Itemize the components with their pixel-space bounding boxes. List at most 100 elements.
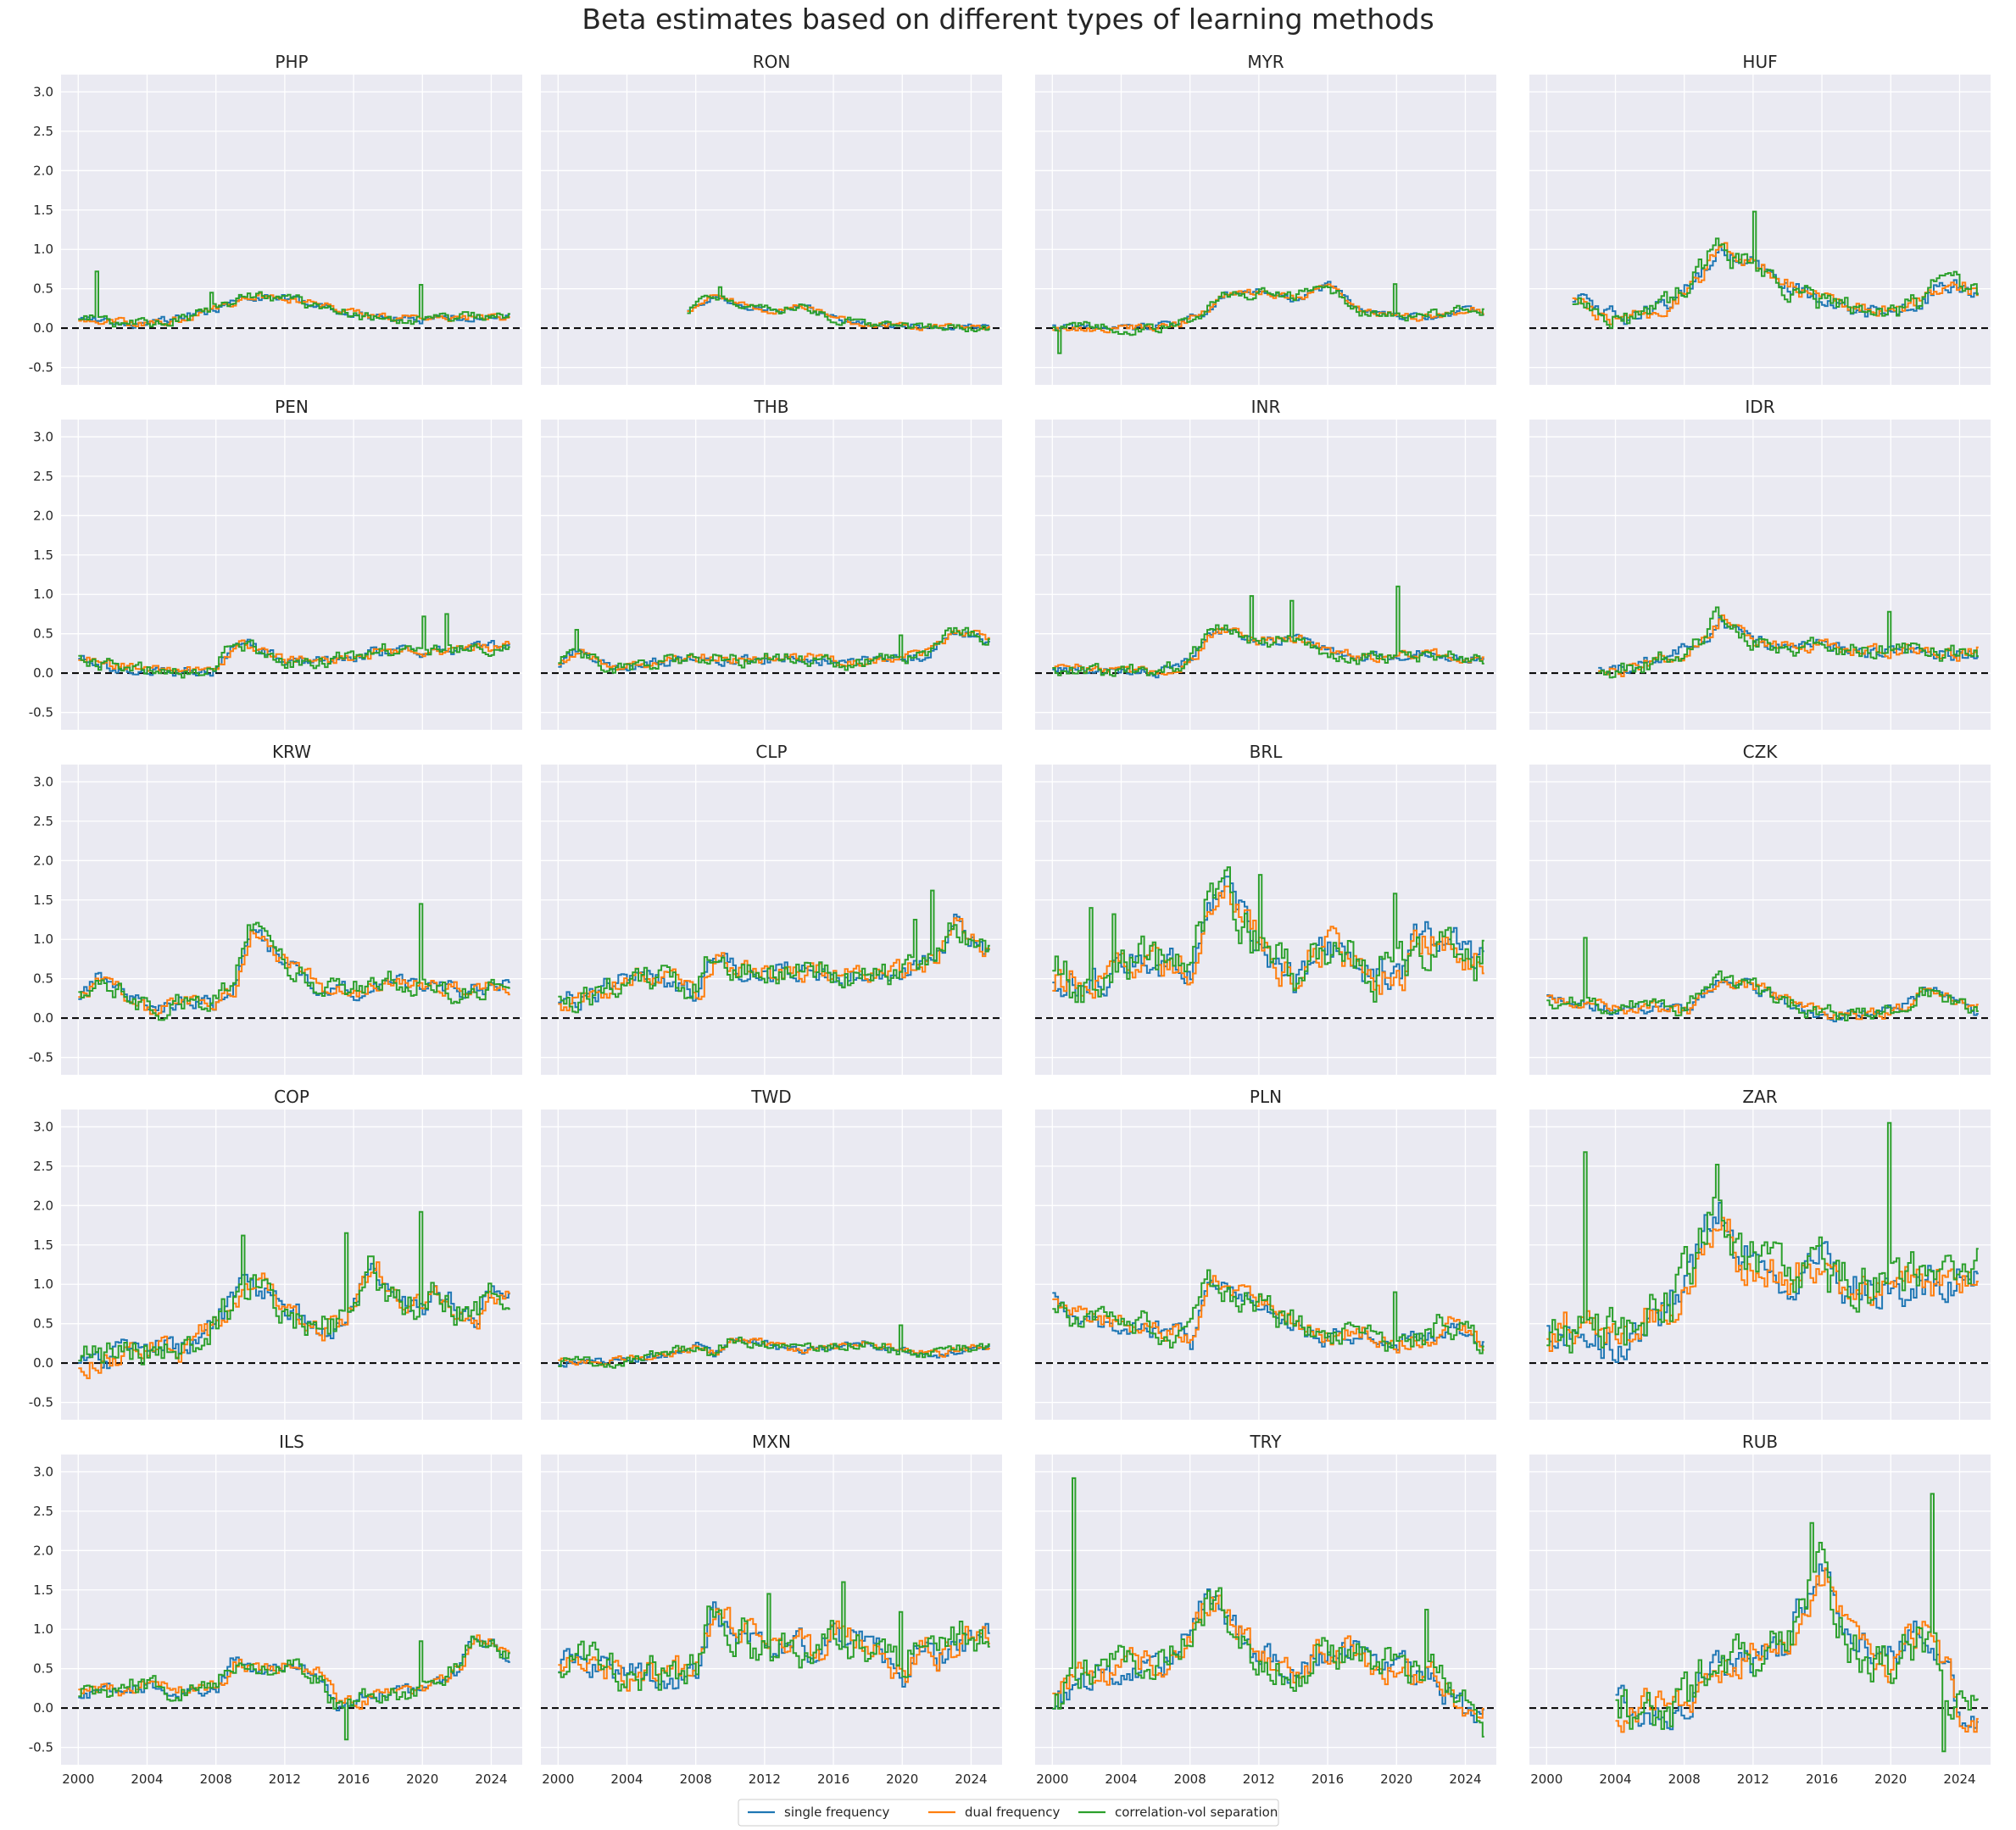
panel-background [61,765,522,1075]
panel-title: INR [1251,397,1281,417]
x-tick-label: 2020 [1380,1772,1412,1787]
y-tick-label: -0.5 [29,1050,53,1065]
panel-background [1529,765,1991,1075]
y-tick-label: 2.5 [33,124,53,139]
series-group [558,626,990,674]
x-tick-label: 2008 [1668,1772,1701,1787]
panel-mxn: 2000 2004 2008 2012 2016 2020 2024 MXN [541,1432,1002,1787]
panel-background [541,1110,1002,1420]
panel-ron: RON [541,52,1002,385]
y-tick-label: 2.5 [33,469,53,484]
panel-background [61,1455,522,1765]
y-tick-label: 2.5 [33,814,53,829]
panel-zar: ZAR [1529,1087,1991,1420]
panel-background [1035,1110,1496,1420]
panel-background [61,1110,522,1420]
x-tick-label: 2000 [542,1772,574,1787]
series-line-correlation-vol-separation [1546,1121,1979,1354]
y-tick-label: 1.0 [33,1277,53,1292]
y-tick-label: 1.0 [33,587,53,602]
x-tick-label: 2000 [1530,1772,1562,1787]
panel-title: ZAR [1742,1087,1777,1107]
series-line-correlation-vol-separation [1052,866,1484,1004]
x-tick-label: 2008 [680,1772,712,1787]
series-line-correlation-vol-separation [1052,585,1484,677]
y-tick-label: 2.0 [33,1198,53,1213]
series-group [1598,606,1979,679]
panel-background [541,1455,1002,1765]
panel-title: PEN [275,397,309,417]
series-line-correlation-vol-separation [1052,1269,1484,1354]
series-line-correlation-vol-separation [1546,937,1979,1021]
panel-title: TRY [1249,1432,1282,1452]
series-line-correlation-vol-separation [1598,606,1979,679]
panel-background [61,75,522,385]
series-group [1546,1121,1979,1363]
x-tick-label: 2004 [131,1772,163,1787]
y-tick-label: 1.5 [33,548,53,563]
y-tick-label: 0.5 [33,971,53,987]
panel-pln: PLN [1035,1087,1496,1420]
panel-title: IDR [1745,397,1774,417]
panel-background [1035,765,1496,1075]
y-tick-label: 0.0 [33,1010,53,1026]
series-group [1052,585,1484,679]
panel-brl: BRL [1035,742,1496,1075]
panel-background [541,75,1002,385]
series-line-correlation-vol-separation [78,1635,510,1741]
series-line-correlation-vol-separation [687,286,990,332]
x-tick-label: 2012 [269,1772,301,1787]
series-group [1572,210,1979,329]
series-group [78,903,510,1021]
panel-php: -0.5 0.0 0.5 1.0 1.5 2.0 2.5 3.0 PHP [29,52,522,385]
panel-inr: INR [1035,397,1496,730]
panel-title: COP [274,1087,309,1107]
series-group [1052,1269,1484,1354]
series-line-correlation-vol-separation [1052,1477,1484,1738]
series-group [1052,1477,1484,1738]
y-tick-label: 2.0 [33,853,53,868]
panel-background [541,765,1002,1075]
panel-krw: -0.5 0.0 0.5 1.0 1.5 2.0 2.5 3.0 KRW [29,742,522,1075]
series-line-correlation-vol-separation [1615,1493,1979,1753]
series-line-correlation-vol-separation [558,1324,990,1369]
series-group [1546,937,1979,1023]
series-line-correlation-vol-separation [558,626,990,674]
figure-title: Beta estimates based on different types … [582,3,1434,36]
y-tick-label: 0.5 [33,626,53,642]
legend-label-correlation-vol-separation: correlation-vol separation [1115,1805,1278,1820]
panel-huf: HUF [1529,52,1991,385]
series-line-dual-frequency [687,294,990,331]
y-tick-label: 1.5 [33,893,53,908]
y-tick-label: -0.5 [29,1395,53,1410]
y-tick-label: 2.5 [33,1504,53,1519]
x-tick-label: 2000 [1036,1772,1068,1787]
x-tick-label: 2004 [1105,1772,1137,1787]
series-group [1615,1493,1979,1753]
series-group [558,1581,990,1692]
series-group [1052,281,1484,354]
y-tick-label: 1.0 [33,242,53,257]
y-tick-label: 3.0 [33,1119,53,1134]
x-tick-label: 2024 [1943,1772,1975,1787]
series-line-correlation-vol-separation [1572,210,1979,329]
y-tick-label: 0.0 [33,1700,53,1716]
panel-cop: -0.5 0.0 0.5 1.0 1.5 2.0 2.5 3.0 COP [29,1087,522,1420]
panel-title: RON [753,52,791,72]
series-line-dual-frequency [1052,885,1484,999]
panel-title: KRW [272,742,311,762]
panel-rub: 2000 2004 2008 2012 2016 2020 2024 RUB [1529,1432,1991,1787]
panel-try: 2000 2004 2008 2012 2016 2020 2024 TRY [1035,1432,1496,1787]
x-tick-label: 2016 [337,1772,370,1787]
series-line-correlation-vol-separation [558,889,990,1014]
x-tick-label: 2004 [610,1772,643,1787]
series-line-correlation-vol-separation [78,1210,510,1366]
panel-background [541,420,1002,730]
series-line-dual-frequency [78,1634,510,1710]
legend-label-dual-frequency: dual frequency [965,1805,1061,1820]
panel-title: ILS [279,1432,304,1452]
x-tick-label: 2016 [817,1772,849,1787]
series-line-single-frequency [1546,1202,1979,1363]
panel-background [1529,1110,1991,1420]
panel-thb: THB [541,397,1002,730]
